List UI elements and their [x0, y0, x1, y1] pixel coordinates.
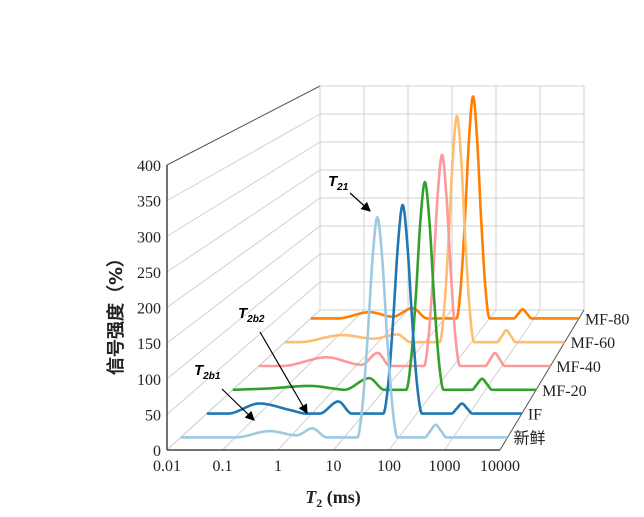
- annotation-t2b2-symbol: T: [238, 305, 249, 322]
- annotation-t21-subscript: 21: [336, 182, 349, 193]
- svg-text:T21: T21: [328, 173, 349, 193]
- annotation-t21-arrow: [349, 192, 371, 212]
- x-tick-label: 100: [377, 458, 401, 475]
- labels: 0.01 0.1 1 10 100 1000 10000 0 50 100 150 200 250 300…: [137, 158, 629, 475]
- series-label-mf-40: MF-40: [556, 359, 600, 376]
- grid: [166, 85, 585, 451]
- series-label-if: IF: [528, 407, 542, 424]
- annotation-t2b1-arrow: [221, 388, 255, 421]
- left-wall-gridline: [166, 281, 321, 415]
- annotation-t2b1: T2b1: [194, 362, 255, 421]
- y-tick-label: 100: [137, 372, 161, 389]
- floor-gridline: [166, 309, 321, 451]
- y-tick-label: 50: [145, 407, 161, 424]
- y-tick-label: 400: [137, 158, 161, 175]
- y-tick-label: 200: [137, 301, 161, 318]
- series-label-fresh: 新鲜: [514, 429, 546, 447]
- series-group: [180, 95, 580, 439]
- x-tick-label: 0.01: [153, 458, 181, 475]
- annotation-t21: T21: [328, 173, 371, 212]
- floor-gridline: [499, 309, 585, 451]
- axes: [166, 165, 500, 451]
- floor-gridline: [222, 309, 365, 451]
- left-wall-gridline: [166, 141, 321, 237]
- left-wall-gridline: [166, 113, 321, 202]
- annotation-t2b1-symbol: T: [194, 362, 205, 379]
- svg-text:T2b2: T2b2: [238, 305, 265, 325]
- x-tick-label: 1: [274, 458, 282, 475]
- x-axis-label-unit: (ms): [322, 487, 361, 508]
- x-tick-label: 1000: [429, 458, 461, 475]
- series-line-mf-40: [257, 153, 552, 368]
- left-wall-gridline: [166, 85, 321, 166]
- series-label-mf-60: MF-60: [571, 335, 615, 352]
- annotation-t2b2: T2b2: [238, 305, 308, 415]
- annotation-t2b2-subscript: 2b2: [246, 314, 265, 325]
- x-axis-label: T2 (ms): [305, 487, 361, 510]
- series-line-mf-60: [283, 114, 566, 344]
- x-axis-label-subscript: 2: [316, 496, 322, 510]
- y-tick-label: 350: [137, 194, 161, 211]
- floor-gridline: [388, 309, 497, 451]
- x-tick-label: 10000: [480, 458, 520, 475]
- floor-gridline: [444, 309, 541, 451]
- left-wall-gridline: [166, 169, 321, 273]
- svg-text:T2b1: T2b1: [194, 362, 221, 382]
- series-label-mf-20: MF-20: [542, 383, 586, 400]
- series-label-mf-80: MF-80: [585, 311, 629, 328]
- y-tick-label: 150: [137, 336, 161, 353]
- annotation-t2b2-arrow: [259, 331, 308, 415]
- y-axis-label: 信号强度（%）: [105, 249, 127, 375]
- annotation-t21-symbol: T: [328, 173, 339, 190]
- series-line-fresh: [180, 215, 509, 439]
- series-line-mf-80: [309, 95, 580, 320]
- x-tick-label: 0.1: [213, 458, 233, 475]
- series-line-if: [206, 203, 523, 415]
- left-wall-gridline: [166, 253, 321, 380]
- y-tick-label: 300: [137, 229, 161, 246]
- series-line-mf-20: [232, 180, 537, 392]
- x-tick-label: 10: [326, 458, 342, 475]
- floor-gridline: [333, 309, 453, 451]
- left-wall-gridline: [166, 225, 321, 344]
- left-wall-gridline: [166, 197, 321, 308]
- y-tick-label: 250: [137, 265, 161, 282]
- y-tick-label: 0: [153, 443, 161, 460]
- x-axis-label-symbol: T: [305, 487, 317, 507]
- annotation-t2b1-subscript: 2b1: [202, 371, 221, 382]
